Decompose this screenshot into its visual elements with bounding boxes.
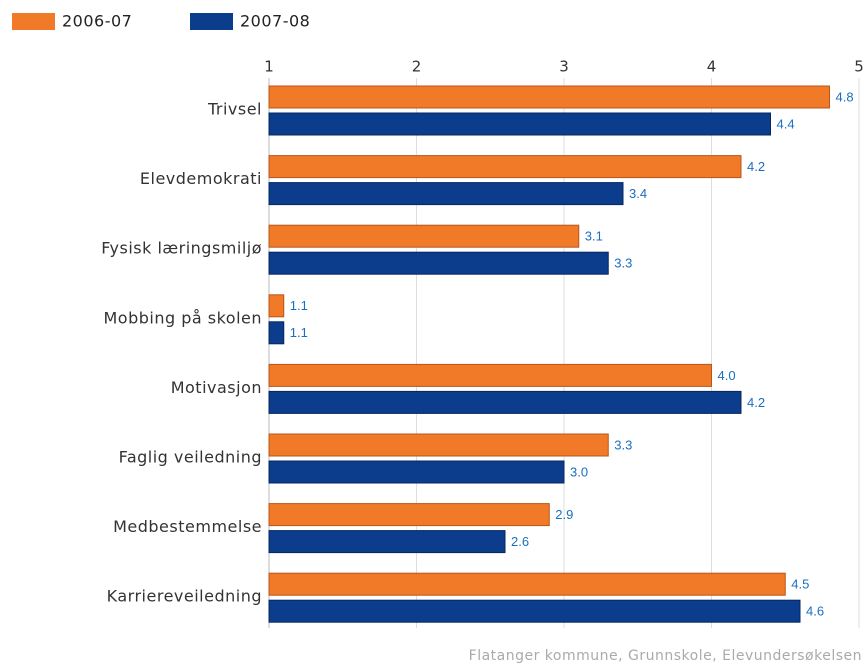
legend-label: 2007-08 xyxy=(240,12,310,31)
bar xyxy=(268,530,506,554)
value-label: 4.2 xyxy=(747,159,765,174)
x-tick-label: 5 xyxy=(854,58,864,76)
value-label: 3.3 xyxy=(614,437,632,452)
y-tick-label: Karriereveiledning xyxy=(107,587,262,606)
value-label: 3.0 xyxy=(570,464,588,479)
value-label: 3.1 xyxy=(585,229,603,244)
value-label: 4.5 xyxy=(791,577,809,592)
y-tick-label: Elevdemokrati xyxy=(140,169,262,188)
value-label: 4.2 xyxy=(747,395,765,410)
value-label: 2.6 xyxy=(511,534,529,549)
bar xyxy=(268,503,550,527)
y-tick-label: Fysisk læringsmiljø xyxy=(101,239,262,258)
y-tick-label: Medbestemmelse xyxy=(113,517,262,536)
value-label: 1.1 xyxy=(290,325,308,340)
bar xyxy=(268,363,712,387)
value-label: 2.9 xyxy=(555,507,573,522)
x-tick-label: 2 xyxy=(412,58,422,76)
bar xyxy=(268,182,624,206)
bar xyxy=(268,155,742,179)
value-label: 4.0 xyxy=(718,368,736,383)
value-label: 3.3 xyxy=(614,256,632,271)
x-tick-label: 1 xyxy=(264,58,274,76)
bar xyxy=(268,572,786,596)
legend-swatch xyxy=(190,13,233,30)
y-tick-label: Faglig veiledning xyxy=(119,448,262,467)
value-label: 4.6 xyxy=(806,604,824,619)
x-tick-label: 4 xyxy=(707,58,717,76)
source: Flatanger kommune, Grunnskole, Elevunder… xyxy=(469,648,862,664)
bar xyxy=(268,224,580,248)
bar xyxy=(268,460,565,484)
y-tick-label: Mobbing på skolen xyxy=(103,308,262,327)
value-label: 4.4 xyxy=(777,116,795,131)
value-label: 4.8 xyxy=(836,89,854,104)
bar xyxy=(268,112,771,136)
x-tick-label: 3 xyxy=(559,58,569,76)
value-label: 1.1 xyxy=(290,298,308,313)
bar xyxy=(268,390,742,414)
bar xyxy=(268,251,609,275)
bar xyxy=(268,321,285,345)
value-label: 3.4 xyxy=(629,186,647,201)
y-tick-label: Trivsel xyxy=(207,100,262,119)
legend-label: 2006-07 xyxy=(62,12,132,31)
bar xyxy=(268,85,830,109)
y-tick-label: Motivasjon xyxy=(171,378,262,397)
legend-swatch xyxy=(12,13,55,30)
bar xyxy=(268,294,285,318)
bar xyxy=(268,433,609,457)
bar xyxy=(268,599,801,623)
